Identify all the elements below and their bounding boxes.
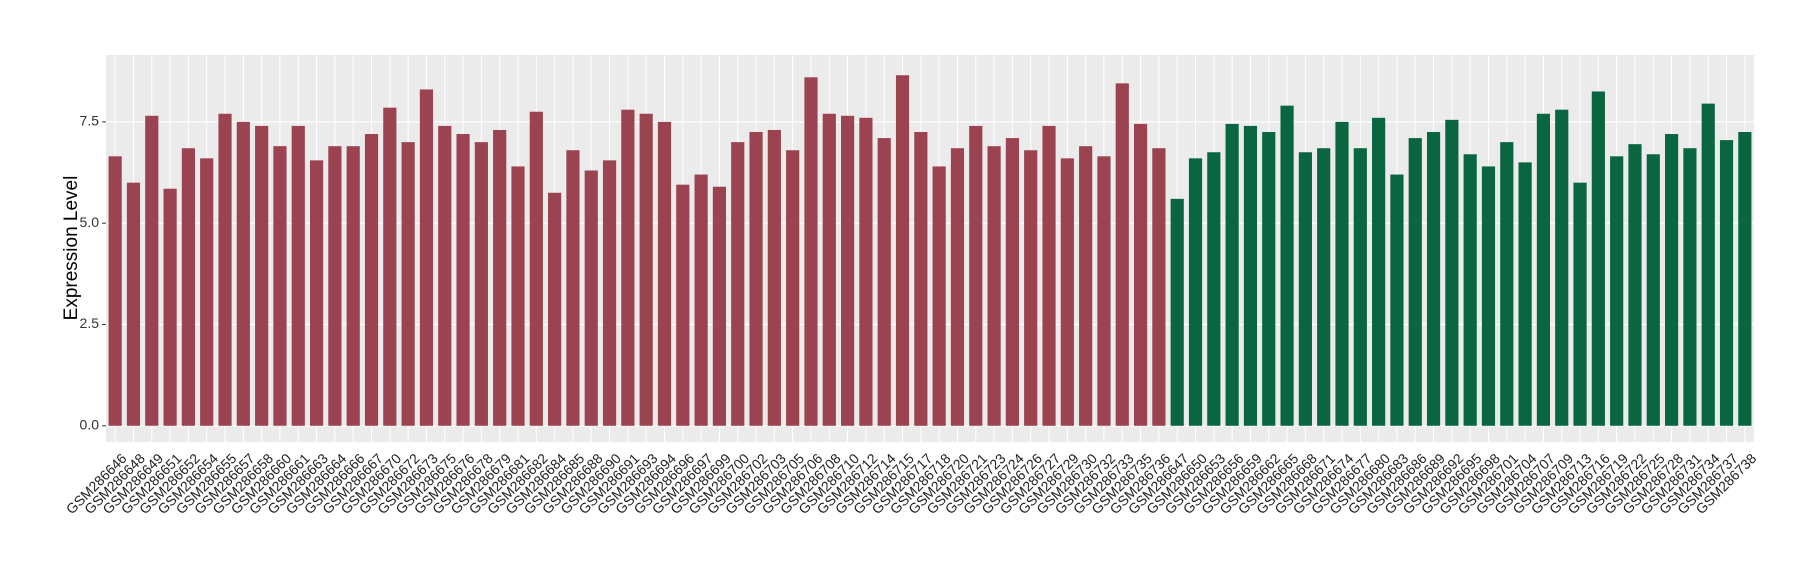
y-tick-label: 5.0 [80, 214, 100, 230]
bar [566, 150, 580, 426]
y-axis-title: Expression Level [61, 176, 82, 321]
bar [895, 75, 910, 426]
bar [1591, 91, 1605, 426]
bar [1060, 158, 1074, 426]
bar [493, 129, 507, 426]
bar [694, 174, 708, 426]
bar [804, 77, 818, 426]
y-tick-label: 2.5 [80, 315, 100, 331]
bar [1024, 150, 1038, 426]
bar [1610, 156, 1624, 426]
bar [1097, 156, 1111, 426]
bar [1152, 148, 1166, 426]
bar [255, 125, 269, 426]
bar [712, 186, 727, 426]
bar [1445, 119, 1459, 426]
bar [602, 160, 617, 426]
bar [1353, 148, 1367, 426]
bar [1188, 158, 1203, 426]
y-tick-label: 0.0 [80, 416, 100, 432]
bar [969, 125, 983, 426]
bar [1243, 125, 1258, 426]
bar [1518, 162, 1532, 426]
bar [1262, 131, 1276, 426]
bar [181, 148, 195, 426]
bar [126, 182, 141, 426]
bar [383, 107, 397, 426]
bar [1628, 144, 1642, 426]
bar [529, 111, 543, 426]
bar [786, 150, 800, 426]
bar [548, 192, 562, 426]
plot-background [106, 55, 1754, 442]
bar [1665, 134, 1679, 426]
bar [822, 113, 836, 426]
bar [1481, 166, 1496, 426]
bar [163, 188, 177, 426]
bar [309, 160, 324, 426]
bar [419, 89, 434, 426]
bar [1115, 83, 1129, 426]
bar [841, 115, 855, 426]
bar [438, 125, 452, 426]
bar [218, 113, 232, 426]
bar [1317, 148, 1331, 426]
y-tick-label: 7.5 [80, 113, 100, 129]
bar [1738, 131, 1752, 426]
bar [657, 121, 672, 426]
bar [1133, 123, 1148, 426]
bar [236, 121, 250, 426]
bar [767, 129, 781, 426]
bar [273, 146, 287, 426]
bar [328, 146, 342, 426]
bar [291, 125, 305, 426]
bar [950, 148, 965, 426]
bar [1225, 123, 1239, 426]
bar [474, 142, 488, 426]
bar [1079, 146, 1093, 426]
bar [145, 115, 159, 426]
bar [1207, 152, 1221, 426]
bar [511, 166, 525, 426]
bar [1280, 105, 1294, 426]
bar [1170, 198, 1184, 426]
bar [1555, 109, 1569, 426]
bar [1719, 140, 1734, 426]
bar [1701, 103, 1715, 426]
bar [1335, 121, 1349, 426]
bar [1408, 138, 1422, 426]
bar [1005, 138, 1019, 426]
bar [364, 134, 379, 426]
bar [401, 142, 415, 426]
bar [108, 156, 122, 426]
bar [676, 184, 690, 426]
bar [914, 131, 928, 426]
bar [1573, 182, 1587, 426]
bar [1298, 152, 1312, 426]
bar [932, 166, 946, 426]
bar [346, 146, 360, 426]
bar [584, 170, 598, 426]
bar [1372, 117, 1386, 426]
bar [859, 117, 873, 426]
bar [1500, 142, 1514, 426]
bar [987, 146, 1001, 426]
bar [749, 131, 763, 426]
bar [639, 113, 653, 426]
bar [877, 138, 891, 426]
bar [1390, 174, 1404, 426]
bar [1683, 148, 1697, 426]
bar [456, 134, 470, 426]
bar [200, 158, 214, 426]
bar [1042, 125, 1056, 426]
bar [621, 109, 635, 426]
bar [1646, 154, 1660, 426]
bar [731, 142, 745, 426]
bar [1426, 131, 1441, 426]
bar [1463, 154, 1477, 426]
bar [1536, 113, 1551, 426]
